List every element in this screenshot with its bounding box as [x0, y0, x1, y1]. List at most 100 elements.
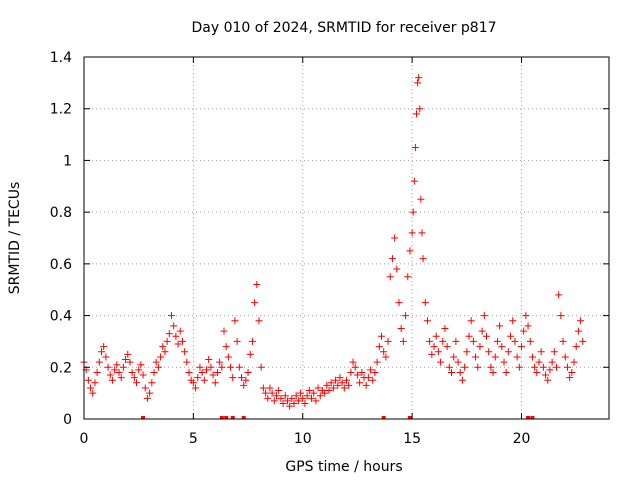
data-point — [388, 255, 396, 263]
data-point — [159, 343, 167, 351]
data-point — [443, 343, 451, 351]
data-point — [178, 337, 186, 345]
data-point — [362, 381, 370, 389]
data-point — [157, 353, 165, 361]
data-point — [546, 366, 554, 374]
bottom-marker — [230, 416, 235, 419]
data-point — [535, 358, 543, 366]
data-point — [273, 392, 280, 400]
data-point — [493, 337, 501, 345]
data-point — [448, 368, 455, 376]
data-point — [489, 368, 497, 376]
data-point — [308, 394, 315, 402]
bottom-marker — [381, 416, 386, 419]
data-point — [332, 376, 340, 384]
data-point — [526, 337, 534, 345]
data-point — [511, 337, 519, 345]
data-point — [286, 402, 294, 410]
data-point — [150, 368, 158, 376]
data-point — [253, 281, 261, 289]
data-point — [207, 363, 215, 371]
data-point — [574, 327, 582, 335]
bottom-marker — [407, 416, 412, 419]
data-point — [314, 384, 322, 392]
data-point — [531, 363, 539, 371]
data-point — [130, 374, 138, 382]
data-point — [441, 325, 449, 332]
data-point — [515, 363, 523, 371]
data-point — [476, 343, 484, 351]
data-point — [222, 343, 230, 351]
data-point — [452, 337, 460, 345]
data-point — [418, 229, 426, 237]
data-point — [369, 376, 377, 384]
bottom-markers — [141, 416, 535, 419]
data-point — [117, 374, 125, 382]
data-point — [209, 371, 217, 379]
data-point — [380, 348, 388, 356]
data-point — [312, 397, 320, 405]
grid-lines — [84, 57, 609, 419]
data-point — [375, 343, 383, 351]
data-points — [80, 74, 587, 410]
data-point — [432, 332, 440, 340]
y-tick-label: 1.2 — [50, 102, 72, 118]
x-tick-label: 0 — [80, 431, 89, 447]
data-point — [555, 291, 563, 299]
data-point — [419, 255, 427, 263]
data-point — [413, 110, 420, 118]
data-point — [95, 358, 103, 366]
data-point — [334, 381, 342, 389]
data-point — [119, 363, 127, 371]
data-point — [423, 317, 431, 325]
data-point — [478, 327, 486, 335]
data-point — [174, 340, 182, 348]
data-point — [329, 384, 337, 392]
data-point — [358, 368, 366, 376]
data-point — [364, 374, 372, 382]
data-point — [257, 363, 265, 371]
x-tick-label: 15 — [403, 431, 421, 447]
data-point — [246, 350, 254, 358]
data-point — [290, 399, 298, 407]
data-point — [251, 299, 259, 307]
data-point — [557, 312, 565, 320]
bottom-marker — [224, 416, 229, 419]
data-point — [434, 348, 442, 356]
x-axis-title: GPS time / hours — [285, 459, 402, 475]
data-point — [148, 379, 156, 387]
data-point — [469, 337, 477, 345]
data-point — [176, 327, 184, 335]
plot-frame — [83, 56, 610, 420]
y-axis-title: SRMTID / TECUs — [7, 182, 23, 295]
data-point — [288, 394, 296, 402]
data-point — [259, 384, 267, 392]
data-point — [445, 363, 453, 371]
data-point — [305, 387, 313, 395]
data-point — [235, 363, 243, 371]
data-point — [161, 348, 169, 356]
y-tick-label: 0 — [63, 412, 72, 428]
data-point — [133, 379, 140, 387]
bottom-marker — [530, 416, 535, 419]
data-point — [205, 356, 213, 364]
data-point — [181, 348, 189, 356]
data-point — [200, 376, 208, 384]
data-point — [137, 361, 145, 369]
data-point — [124, 350, 132, 358]
data-point — [139, 371, 147, 379]
data-point — [386, 273, 394, 281]
y-tick-label: 1.4 — [50, 50, 72, 66]
data-point — [229, 374, 237, 382]
data-point — [224, 353, 232, 361]
data-point — [548, 358, 556, 366]
data-point — [244, 368, 252, 376]
data-point — [231, 317, 239, 325]
data-point — [502, 368, 510, 376]
data-point — [87, 384, 95, 392]
data-point — [353, 371, 361, 379]
data-point — [255, 317, 263, 325]
data-point — [106, 371, 114, 379]
data-point — [406, 247, 414, 255]
data-point — [408, 229, 416, 237]
